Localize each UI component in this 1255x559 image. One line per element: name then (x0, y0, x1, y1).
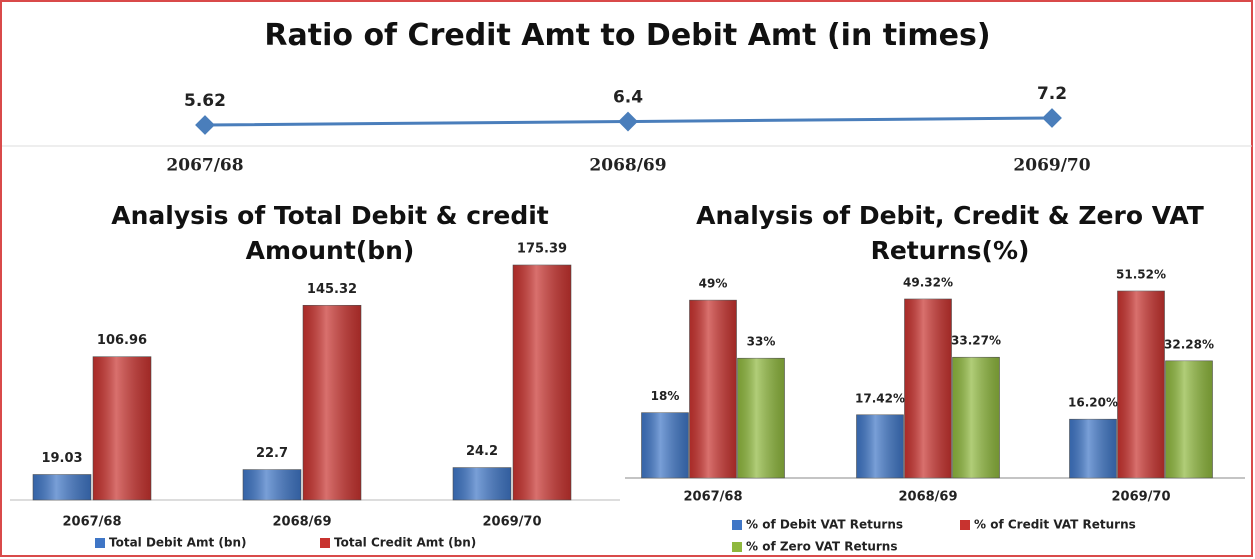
bar-shine (641, 412, 689, 478)
data-label: 17.42% (855, 391, 905, 405)
x-tick-label: 2068/69 (589, 156, 666, 176)
chart-title: Analysis of Debit, Credit & Zero VAT Ret… (696, 201, 1204, 265)
x-tick-label: 2067/68 (166, 156, 243, 176)
data-label: 175.39 (517, 242, 567, 257)
bar-shine (737, 358, 785, 478)
marker (618, 111, 638, 132)
data-label: 24.2 (466, 444, 498, 459)
legend-swatch (320, 538, 330, 548)
bar-shine (856, 414, 904, 478)
legend-label: % of Debit VAT Returns (746, 518, 903, 532)
data-label: 51.52% (1116, 268, 1166, 282)
bar-shine (689, 300, 737, 478)
data-label: 145.32 (307, 282, 357, 297)
bar-shine (513, 265, 571, 500)
x-tick-label: 2068/69 (898, 490, 957, 505)
legend-swatch (960, 520, 970, 530)
data-label: 5.62 (184, 91, 226, 111)
x-tick-label: 2067/68 (683, 490, 742, 505)
bar-shine (1069, 419, 1117, 478)
data-label: 49% (699, 277, 728, 291)
data-label: 32.28% (1164, 337, 1214, 351)
legend-label: Total Debit Amt (bn) (109, 536, 246, 550)
x-tick-label: 2068/69 (272, 515, 331, 530)
x-tick-label: 2067/68 (62, 515, 121, 530)
bar-shine (1165, 360, 1213, 478)
chart-title: Ratio of Credit Amt to Debit Amt (in tim… (264, 18, 991, 53)
data-label: 33.27% (951, 334, 1001, 348)
bar-shine (453, 467, 511, 500)
data-label: 106.96 (97, 333, 147, 348)
data-label: 16.20% (1068, 396, 1118, 410)
data-label: 18% (651, 389, 680, 403)
legend-label: Total Credit Amt (bn) (334, 536, 476, 550)
bar-shine (904, 298, 952, 478)
legend-swatch (95, 538, 105, 548)
legend-swatch (732, 520, 742, 530)
bar-shine (303, 305, 361, 500)
x-tick-label: 2069/70 (1013, 156, 1090, 176)
bar-shine (243, 469, 301, 500)
bar-shine (33, 474, 91, 500)
marker (1042, 108, 1062, 128)
marker (195, 115, 215, 135)
bar-shine (952, 357, 1000, 478)
data-label: 19.03 (41, 451, 82, 466)
x-tick-label: 2069/70 (1111, 490, 1170, 505)
data-label: 7.2 (1037, 84, 1067, 104)
data-label: 33% (747, 335, 776, 349)
legend-label: % of Zero VAT Returns (746, 540, 897, 554)
data-label: 49.32% (903, 275, 953, 289)
data-label: 6.4 (613, 88, 643, 108)
x-tick-label: 2069/70 (482, 515, 541, 530)
chart-title: Analysis of Total Debit & credit Amount(… (111, 201, 549, 265)
bar-shine (93, 356, 151, 500)
legend-swatch (732, 542, 742, 552)
legend-label: % of Credit VAT Returns (974, 518, 1136, 532)
bar-shine (1117, 291, 1165, 478)
data-label: 22.7 (256, 446, 288, 461)
